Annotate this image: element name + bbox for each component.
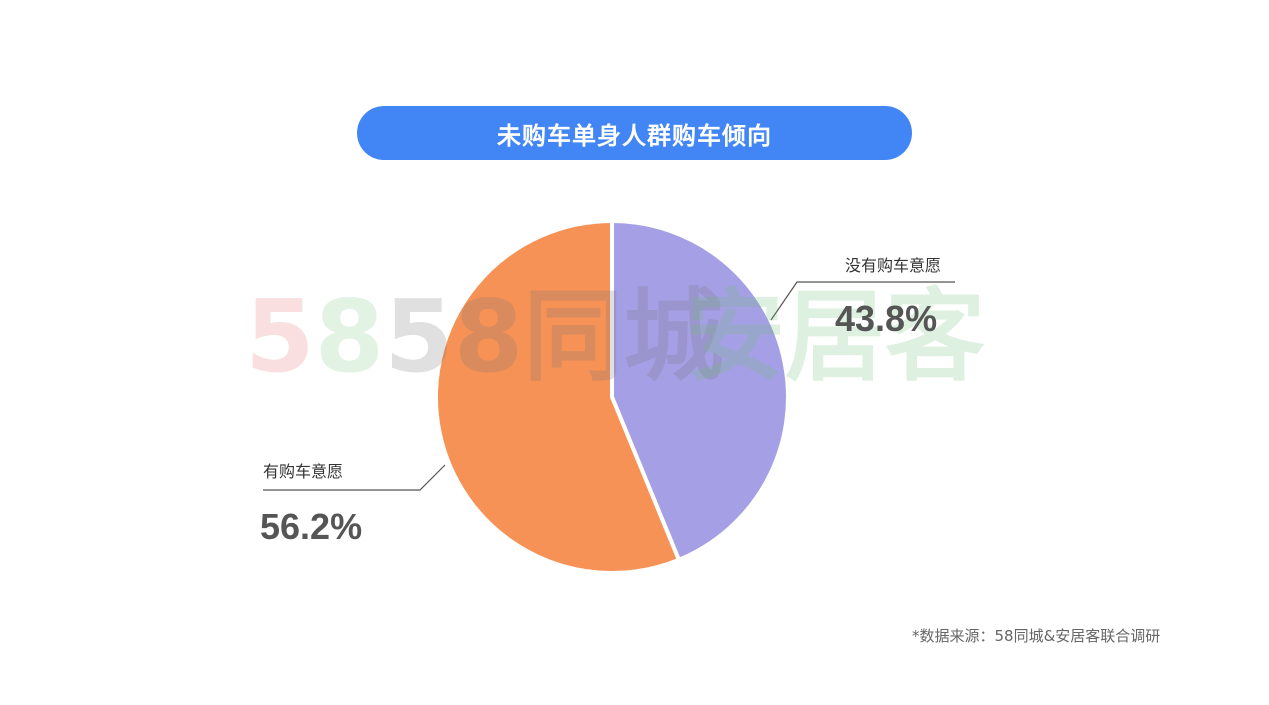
chart-title: 未购车单身人群购车倾向 bbox=[357, 106, 912, 160]
slice-label-intent: 有购车意愿 bbox=[263, 462, 344, 481]
slice-label-no-intent: 没有购车意愿 bbox=[845, 256, 942, 275]
leader-line-intent bbox=[263, 464, 446, 491]
slice-value-intent: 56.2% bbox=[260, 506, 363, 547]
watermark-58: 5858同城 bbox=[245, 278, 724, 395]
watermark-58-text: 58同城 bbox=[384, 278, 724, 395]
watermark-anjuke: 安居客 bbox=[685, 278, 985, 395]
slice-value-no-intent: 43.8% bbox=[835, 298, 938, 339]
pie-slice-0 bbox=[610, 218, 790, 563]
data-source-note: *数据来源：58同城&安居客联合调研 bbox=[912, 627, 1161, 645]
leader-line-no-intent bbox=[770, 281, 955, 321]
pie-slice-1 bbox=[434, 218, 682, 575]
